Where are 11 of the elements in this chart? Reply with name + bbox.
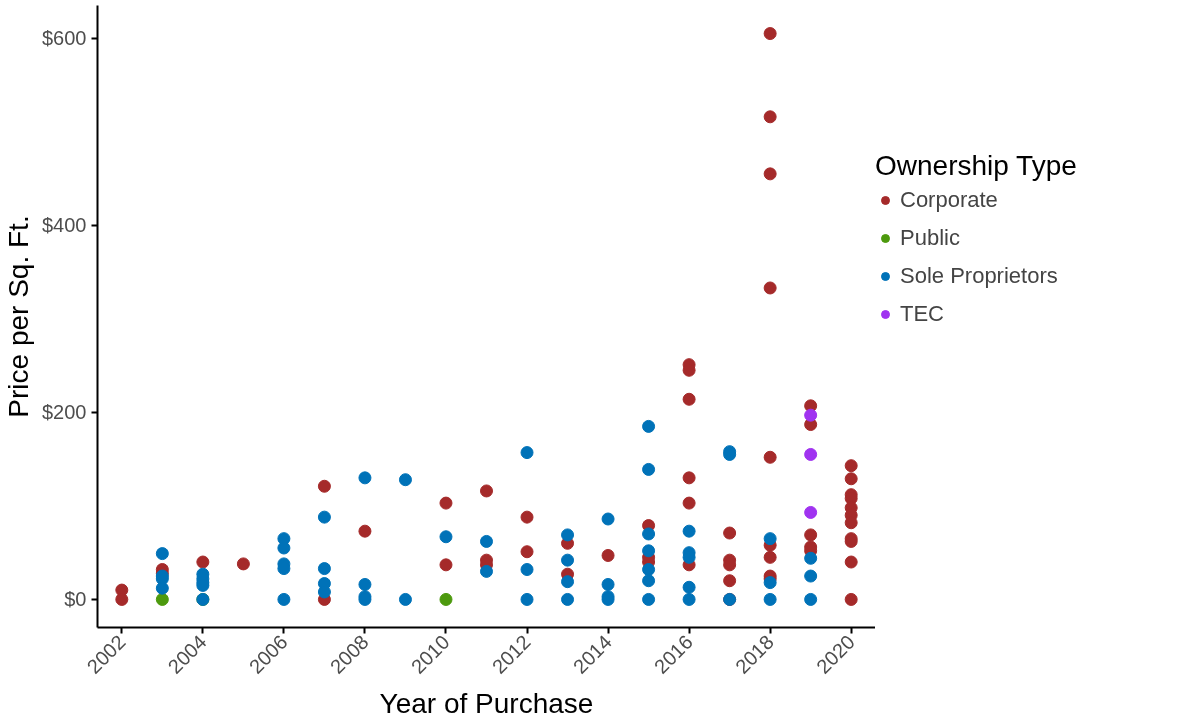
y-tick-label: $600	[42, 27, 87, 50]
y-tick-label: $200	[42, 401, 87, 424]
y-tick-label: $400	[42, 214, 87, 237]
x-axis-title: Year of Purchase	[379, 687, 594, 719]
legend-label: Public	[900, 225, 960, 251]
legend-label: TEC	[900, 301, 944, 327]
legend-label: Sole Proprietors	[900, 263, 1058, 289]
y-axis-title: Price per Sq. Ft.	[3, 215, 35, 418]
legend-label: Corporate	[900, 187, 998, 213]
legend-title: Ownership Type	[875, 150, 1077, 182]
y-tick-label: $0	[64, 588, 87, 611]
